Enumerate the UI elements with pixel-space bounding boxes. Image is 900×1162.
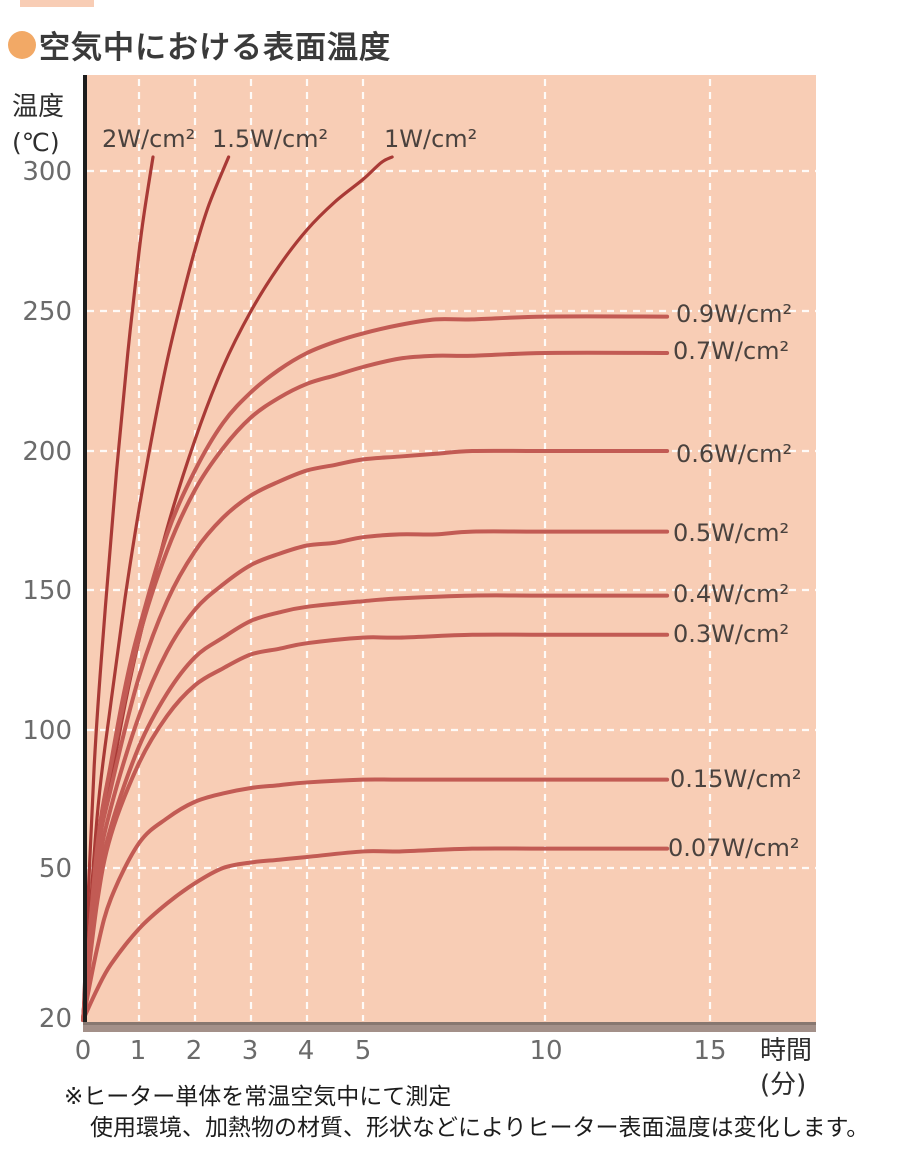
y-tick-50: 50 [38,854,72,884]
y-tick-150: 150 [22,576,72,606]
y-tick-300: 300 [22,157,72,187]
curve-label-0-6w: 0.6W/cm² [676,440,793,468]
x-axis-unit-symbol: (分) [760,1070,807,1100]
curve-label-0-3w: 0.3W/cm² [673,620,790,648]
x-tick-15: 15 [693,1036,727,1066]
x-tick-0: 0 [74,1036,92,1066]
y-axis-unit-label: 温度 [12,92,65,122]
top-edge-fragment [20,0,94,7]
y-axis-title: 温度 (℃) [12,90,64,160]
footnotes: ※ヒーター単体を常温空気中にて測定 使用環境、加熱物の材質、形状などによりヒータ… [64,1082,869,1144]
x-tick-1: 1 [129,1036,147,1066]
page-title: 空気中における表面温度 [39,30,391,66]
y-tick-200: 200 [22,437,72,467]
curve-label-0-7w: 0.7W/cm² [673,337,790,365]
y-tick-20: 20 [38,1004,72,1034]
x-tick-3: 3 [241,1036,259,1066]
curve-label-1-5w: 1.5W/cm² [212,125,329,153]
x-tick-10: 10 [529,1036,563,1066]
y-tick-250: 250 [22,297,72,327]
y-tick-100: 100 [22,716,72,746]
curve-label-0-5w: 0.5W/cm² [673,519,790,547]
x-tick-4: 4 [297,1036,315,1066]
x-tick-2: 2 [185,1036,203,1066]
title-bullet-icon [8,30,36,59]
curve-label-0-9w: 0.9W/cm² [676,300,793,328]
x-axis-title: 時間 (分) [760,1034,812,1102]
curve-label-1w: 1W/cm² [384,125,478,153]
curve-label-0-07w: 0.07W/cm² [668,834,800,862]
x-tick-5: 5 [354,1036,372,1066]
x-axis-unit-label: 時間 [760,1036,813,1066]
y-axis-unit-symbol: (℃) [12,128,60,157]
footnote-line-2: 使用環境、加熱物の材質、形状などによりヒーター表面温度は変化します。 [90,1115,870,1141]
footnote-line-1: ※ヒーター単体を常温空気中にて測定 [64,1084,452,1110]
curve-label-0-15w: 0.15W/cm² [670,765,802,793]
curve-label-2w: 2W/cm² [102,125,196,153]
chart-title-row: 空気中における表面温度 [8,22,391,67]
curve-label-0-4w: 0.4W/cm² [673,580,790,608]
